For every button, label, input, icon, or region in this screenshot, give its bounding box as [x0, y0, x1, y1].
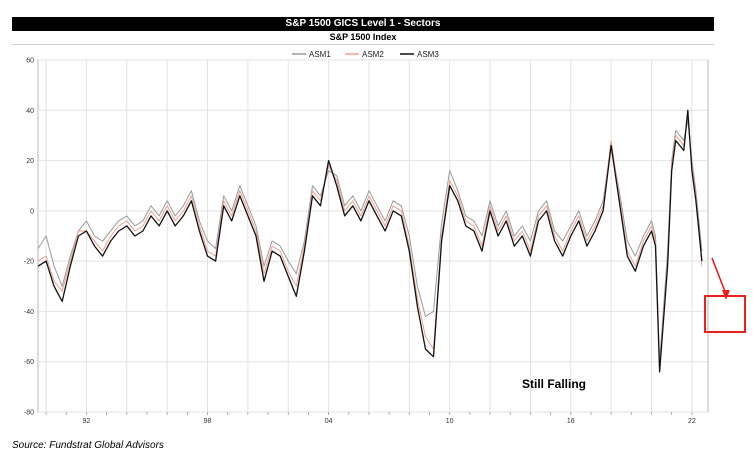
- y-tick-label: -80: [24, 410, 34, 417]
- y-tick-label: 0: [30, 208, 34, 215]
- x-tick-label: 98: [204, 418, 212, 425]
- source-note: Source: Fundstrat Global Advisors: [12, 440, 164, 451]
- series-lines: [37, 109, 703, 373]
- chart-subtitle: S&P 1500 Index: [12, 31, 714, 45]
- legend-label-asm1: ASM1: [309, 50, 331, 59]
- legend-label-asm3: ASM3: [417, 50, 439, 59]
- series-line-asm2: [37, 114, 703, 368]
- y-tick-label: -20: [24, 259, 34, 266]
- y-tick-label: 40: [26, 108, 34, 115]
- y-tick-label: -40: [24, 309, 34, 316]
- grid: [37, 59, 709, 413]
- x-tick-label: 04: [325, 418, 333, 425]
- annotation-text: Still Falling: [522, 377, 586, 391]
- x-tick-label: 22: [688, 418, 696, 425]
- series-line-asm1: [37, 119, 703, 363]
- y-tick-label: 20: [26, 158, 34, 165]
- y-tick-label: 60: [26, 58, 34, 65]
- x-tick-label: 10: [446, 418, 454, 425]
- x-tick-label: 16: [567, 418, 575, 425]
- annotation-box: [704, 295, 746, 333]
- series-line-asm3: [37, 109, 703, 373]
- annotation-arrow-line: [711, 257, 727, 295]
- axes: 60 40 20 0 -20 -40 -60 -80 92 98 04 10 16 22: [24, 58, 696, 426]
- plot-frame: [37, 59, 709, 413]
- x-tick-label: 92: [83, 418, 91, 425]
- annotation-group: Still Falling: [522, 257, 746, 391]
- legend-label-asm2: ASM2: [362, 50, 384, 59]
- chart-title: S&P 1500 GICS Level 1 - Sectors: [12, 17, 714, 31]
- legend: ASM1 ASM2 ASM3: [292, 50, 439, 59]
- y-tick-label: -60: [24, 359, 34, 366]
